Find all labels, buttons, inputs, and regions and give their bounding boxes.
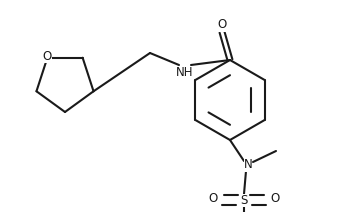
Text: O: O bbox=[208, 192, 218, 205]
Text: O: O bbox=[43, 50, 52, 63]
Text: N: N bbox=[244, 159, 252, 172]
Text: NH: NH bbox=[176, 66, 194, 78]
Text: O: O bbox=[217, 18, 227, 32]
Text: O: O bbox=[270, 192, 280, 205]
Text: S: S bbox=[240, 194, 248, 206]
